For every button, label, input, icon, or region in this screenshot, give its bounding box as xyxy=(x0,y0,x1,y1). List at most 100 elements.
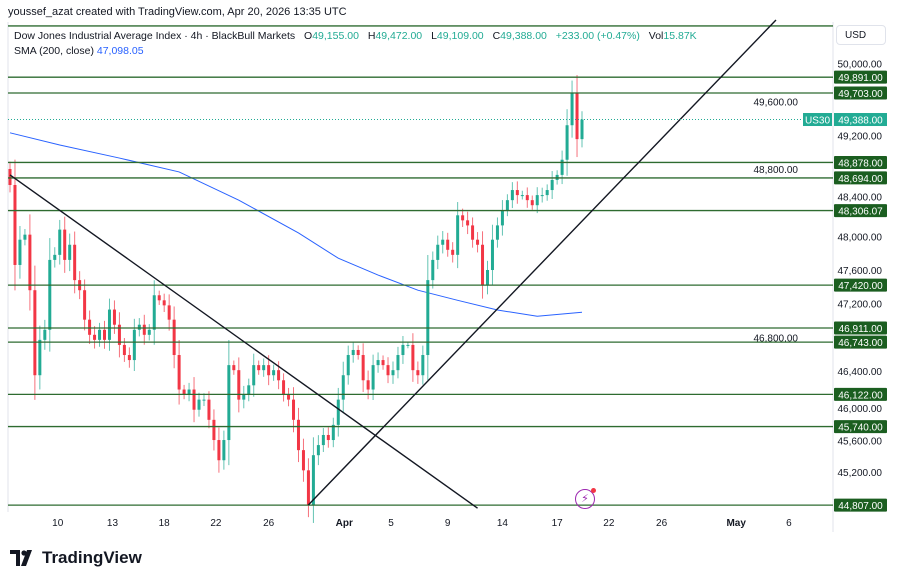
last-price-badge xyxy=(834,113,887,127)
candle-body xyxy=(331,424,335,441)
lightning-icon[interactable]: ⚡ xyxy=(575,488,596,509)
level-price-label: 46,911.00 xyxy=(839,324,883,335)
candle-body xyxy=(142,324,146,335)
candle-body xyxy=(441,239,445,245)
candle-body xyxy=(267,365,271,376)
candle-body xyxy=(565,125,569,160)
chart-legend: Dow Jones Industrial Average Index · 4h … xyxy=(14,29,697,59)
candle-body xyxy=(456,215,460,255)
candle xyxy=(446,232,450,257)
candle xyxy=(336,387,340,437)
level-price-badge xyxy=(834,155,887,169)
candle xyxy=(391,361,395,384)
candle-body xyxy=(431,259,435,281)
candle-body xyxy=(182,389,186,395)
level-price-label: 48,694.00 xyxy=(838,174,883,185)
candle-body xyxy=(351,349,355,356)
candle xyxy=(461,208,465,227)
candle xyxy=(545,184,549,201)
candle xyxy=(132,318,136,372)
candle xyxy=(535,187,539,214)
candle xyxy=(331,417,335,448)
logo-text: TradingView xyxy=(42,548,142,567)
candle-body xyxy=(376,360,380,366)
candle-body xyxy=(356,349,360,356)
date-tick-label: 9 xyxy=(445,518,451,529)
candle-body xyxy=(515,190,519,196)
sma-row[interactable]: SMA (200, close) 47,098.05 xyxy=(14,44,697,59)
candle-body xyxy=(13,184,17,265)
candle-body xyxy=(257,365,261,371)
candle xyxy=(18,225,22,279)
candle-body xyxy=(272,370,276,376)
close-label: C xyxy=(492,30,501,42)
candle xyxy=(361,343,365,392)
candle-body xyxy=(28,234,32,291)
candle-body xyxy=(147,329,151,335)
candle xyxy=(530,195,534,210)
candle xyxy=(227,339,231,466)
sma-label: SMA (200, close) xyxy=(14,45,94,57)
candle-body xyxy=(43,329,47,340)
candle-body xyxy=(451,249,455,255)
close-value: 49,388.00 xyxy=(500,30,547,42)
candle xyxy=(252,353,256,397)
level-price-label: 48,306.07 xyxy=(838,207,883,218)
candle-body xyxy=(127,355,131,361)
candle-body xyxy=(381,360,385,366)
high-label: H xyxy=(367,30,376,42)
candle-body xyxy=(461,215,465,221)
candle xyxy=(23,229,27,246)
candle-body xyxy=(401,344,405,356)
candle xyxy=(451,242,455,263)
candle xyxy=(127,347,131,368)
candle xyxy=(192,377,196,423)
change-value: +233.00 (+0.47%) xyxy=(555,30,640,42)
candle-body xyxy=(132,329,136,361)
candle-body xyxy=(8,169,12,185)
candle xyxy=(565,109,569,176)
candle xyxy=(421,345,425,385)
candle xyxy=(197,392,201,417)
candle xyxy=(416,361,420,384)
candle xyxy=(500,200,504,236)
candle xyxy=(341,361,345,414)
level-price-badge xyxy=(834,420,887,434)
level-price-label: 47,420.00 xyxy=(838,281,883,292)
candle xyxy=(68,233,72,272)
candle xyxy=(272,364,276,381)
candle-body xyxy=(371,365,375,390)
candle-body xyxy=(58,229,62,255)
candle xyxy=(157,290,161,305)
candle-body xyxy=(436,244,440,260)
candle-body xyxy=(580,119,584,140)
candle xyxy=(187,382,191,402)
candle xyxy=(247,378,251,402)
price-tick-label: 46,400.00 xyxy=(838,367,883,378)
symbol-description: Dow Jones Industrial Average Index · 4h … xyxy=(14,30,296,42)
candle-body xyxy=(575,92,579,140)
price-tick-label: 45,600.00 xyxy=(838,436,883,447)
candle-body xyxy=(197,399,201,410)
date-tick-label: 13 xyxy=(107,518,119,529)
candle-body xyxy=(326,434,330,441)
candle xyxy=(550,171,554,199)
candle-body xyxy=(361,355,365,381)
candle-body xyxy=(38,339,42,376)
price-tick-label: 46,800.00 xyxy=(754,333,799,344)
candle-body xyxy=(172,319,176,356)
candle-body xyxy=(386,365,390,376)
candle-body xyxy=(247,385,251,395)
level-price-label: 49,891.00 xyxy=(838,73,883,84)
candle-body xyxy=(560,159,564,175)
candle xyxy=(88,310,92,344)
candle-body xyxy=(88,319,92,335)
candle-body xyxy=(63,229,67,260)
candle xyxy=(441,231,445,254)
candle xyxy=(381,355,385,370)
ohlc-row: Dow Jones Industrial Average Index · 4h … xyxy=(14,29,697,44)
candle-body xyxy=(152,295,156,330)
date-tick-label: 10 xyxy=(52,518,64,529)
currency-button[interactable]: USD xyxy=(836,25,886,45)
